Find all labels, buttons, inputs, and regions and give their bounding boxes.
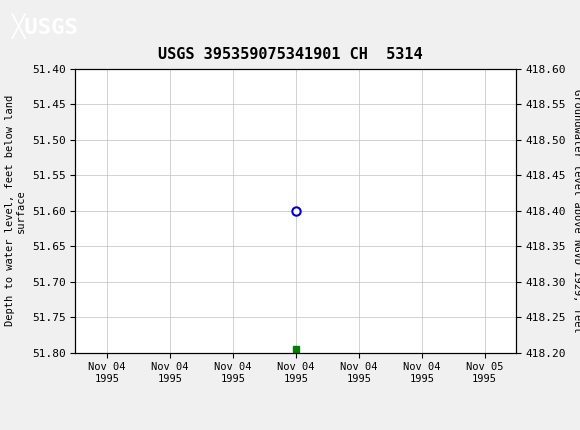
Text: USGS 395359075341901 CH  5314: USGS 395359075341901 CH 5314: [158, 47, 422, 62]
Y-axis label: Groundwater level above NGVD 1929, feet: Groundwater level above NGVD 1929, feet: [572, 89, 580, 332]
Y-axis label: Depth to water level, feet below land
surface: Depth to water level, feet below land su…: [5, 95, 26, 326]
Text: ╳USGS: ╳USGS: [12, 13, 78, 39]
